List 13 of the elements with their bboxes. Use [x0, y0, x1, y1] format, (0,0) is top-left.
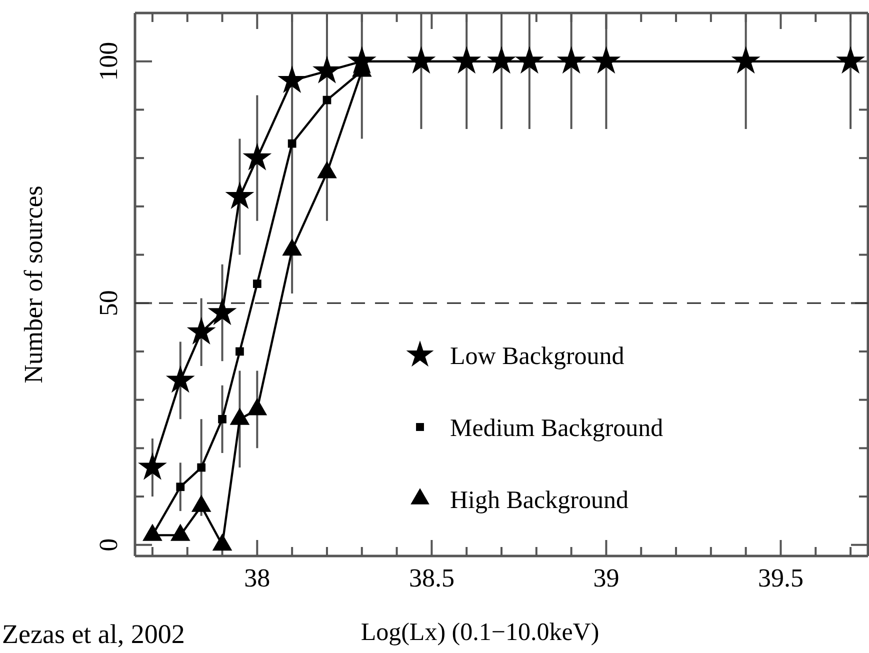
x-axis-title: Log(Lx) (0.1−10.0keV) — [360, 619, 600, 646]
x-tick-label: 39 — [593, 563, 620, 592]
legend-label: Medium Background — [450, 415, 664, 442]
x-tick-label: 38.5 — [408, 563, 454, 592]
y-tick-label: 100 — [94, 42, 123, 81]
legend-label: Low Background — [450, 343, 625, 370]
x-tick-label: 39.5 — [758, 563, 804, 592]
text: Zezas et al, 2002 — [2, 619, 185, 649]
x-tick-label: 38 — [244, 563, 270, 592]
y-tick-label: 50 — [94, 290, 123, 316]
y-tick-label: 0 — [94, 538, 123, 552]
legend-label: High Background — [450, 487, 629, 514]
y-axis-title: Number of sources — [19, 186, 48, 384]
